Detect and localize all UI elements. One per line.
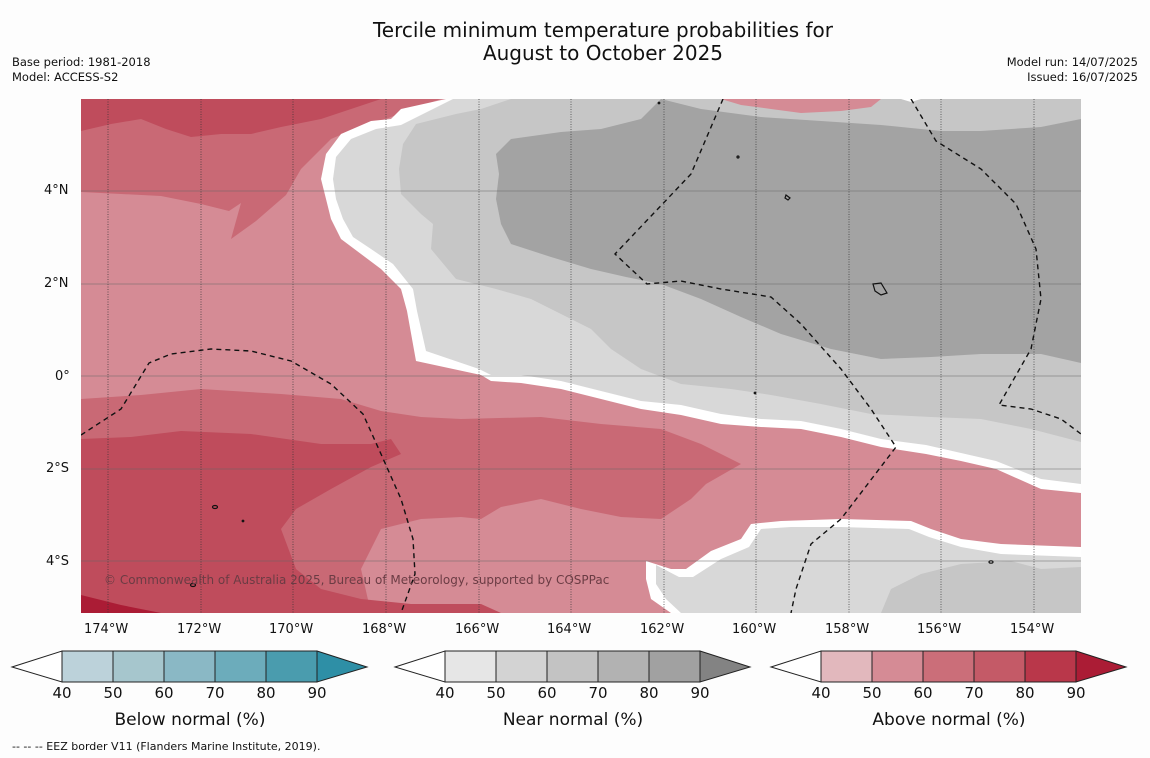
cb-above-label: 80: [1015, 684, 1035, 702]
cb-near-label: 40: [435, 684, 455, 702]
chart-title: Tercile minimum temperature probabilitie…: [0, 19, 1150, 65]
lon-tick: 164°W: [547, 622, 592, 637]
cb-below-label: 80: [256, 684, 276, 702]
footnote: -- -- -- EEZ border V11 (Flanders Marine…: [12, 740, 321, 753]
graticule: [107, 99, 1035, 613]
lon-tick: 160°W: [732, 622, 777, 637]
region-near-70: [496, 99, 1081, 363]
cb-above-over: [1075, 650, 1128, 683]
colorbar-below-bar: [10, 650, 369, 683]
title-line-1: Tercile minimum temperature probabilitie…: [372, 18, 834, 42]
latitude-lines: [81, 190, 1081, 562]
cb-below-under: [10, 650, 63, 683]
cb-above-label: 50: [862, 684, 882, 702]
lon-tick: 166°W: [455, 622, 500, 637]
cb-below-title: Below normal (%): [114, 710, 266, 730]
islands: [189, 101, 994, 588]
colorbar-near-bar: [393, 650, 752, 683]
lon-tick: 154°W: [1010, 622, 1055, 637]
cb-below-label: 40: [52, 684, 72, 702]
meta-left: Base period: 1981-2018 Model: ACCESS-S2: [12, 55, 151, 85]
cb-below-label: 60: [154, 684, 174, 702]
region-above-80: [81, 595, 161, 613]
lat-tick: 0°: [55, 369, 70, 384]
lon-tick: 156°W: [917, 622, 962, 637]
cb-below-label: 70: [205, 684, 225, 702]
region-above-60-top-strip: [901, 99, 921, 102]
cb-near-title: Near normal (%): [502, 710, 644, 730]
region-near-60-south: [881, 561, 1081, 613]
probability-map: © Commonwealth of Australia 2025, Bureau…: [81, 99, 1081, 613]
lon-tick: 172°W: [177, 622, 222, 637]
cb-above-label: 70: [964, 684, 984, 702]
cb-near-under: [393, 650, 446, 683]
cb-below-label: 50: [103, 684, 123, 702]
issued-date: Issued: 16/07/2025: [1027, 70, 1138, 84]
colorbar-above-bar: [769, 650, 1128, 683]
lat-tick: 2°N: [44, 276, 69, 291]
copyright-text: © Commonwealth of Australia 2025, Bureau…: [104, 573, 609, 587]
cb-near-label: 60: [537, 684, 557, 702]
cb-above-under: [769, 650, 822, 683]
title-line-2: August to October 2025: [482, 41, 724, 65]
eez-borders: [81, 99, 1081, 613]
cb-above-label: 60: [913, 684, 933, 702]
lat-tick: 2°S: [46, 461, 70, 476]
model-run: Model run: 14/07/2025: [1006, 55, 1138, 69]
lon-tick: 174°W: [84, 622, 129, 637]
cb-below-over: [316, 650, 369, 683]
lon-tick: 162°W: [640, 622, 685, 637]
cb-near-label: 90: [690, 684, 710, 702]
cb-near-label: 50: [486, 684, 506, 702]
lat-tick: 4°S: [46, 554, 70, 569]
meta-right: Model run: 14/07/2025 Issued: 16/07/2025: [1007, 55, 1138, 85]
region-above-60-north: [81, 99, 441, 239]
lon-tick: 170°W: [269, 622, 314, 637]
lon-tick: 168°W: [362, 622, 407, 637]
cb-above-label: 90: [1066, 684, 1086, 702]
cb-above-label: 40: [811, 684, 831, 702]
cb-above-title: Above normal (%): [872, 710, 1026, 730]
cb-below-label: 90: [307, 684, 327, 702]
base-period: Base period: 1981-2018: [12, 55, 151, 69]
cb-near-label: 70: [588, 684, 608, 702]
region-above-70-north: [81, 99, 381, 137]
region-above-50-top: [721, 99, 881, 113]
cb-near-label: 80: [639, 684, 659, 702]
model-name: Model: ACCESS-S2: [12, 70, 119, 84]
region-above-70-south: [81, 431, 501, 613]
cb-near-over: [699, 650, 752, 683]
lon-tick: 158°W: [825, 622, 870, 637]
lat-tick: 4°N: [44, 183, 69, 198]
